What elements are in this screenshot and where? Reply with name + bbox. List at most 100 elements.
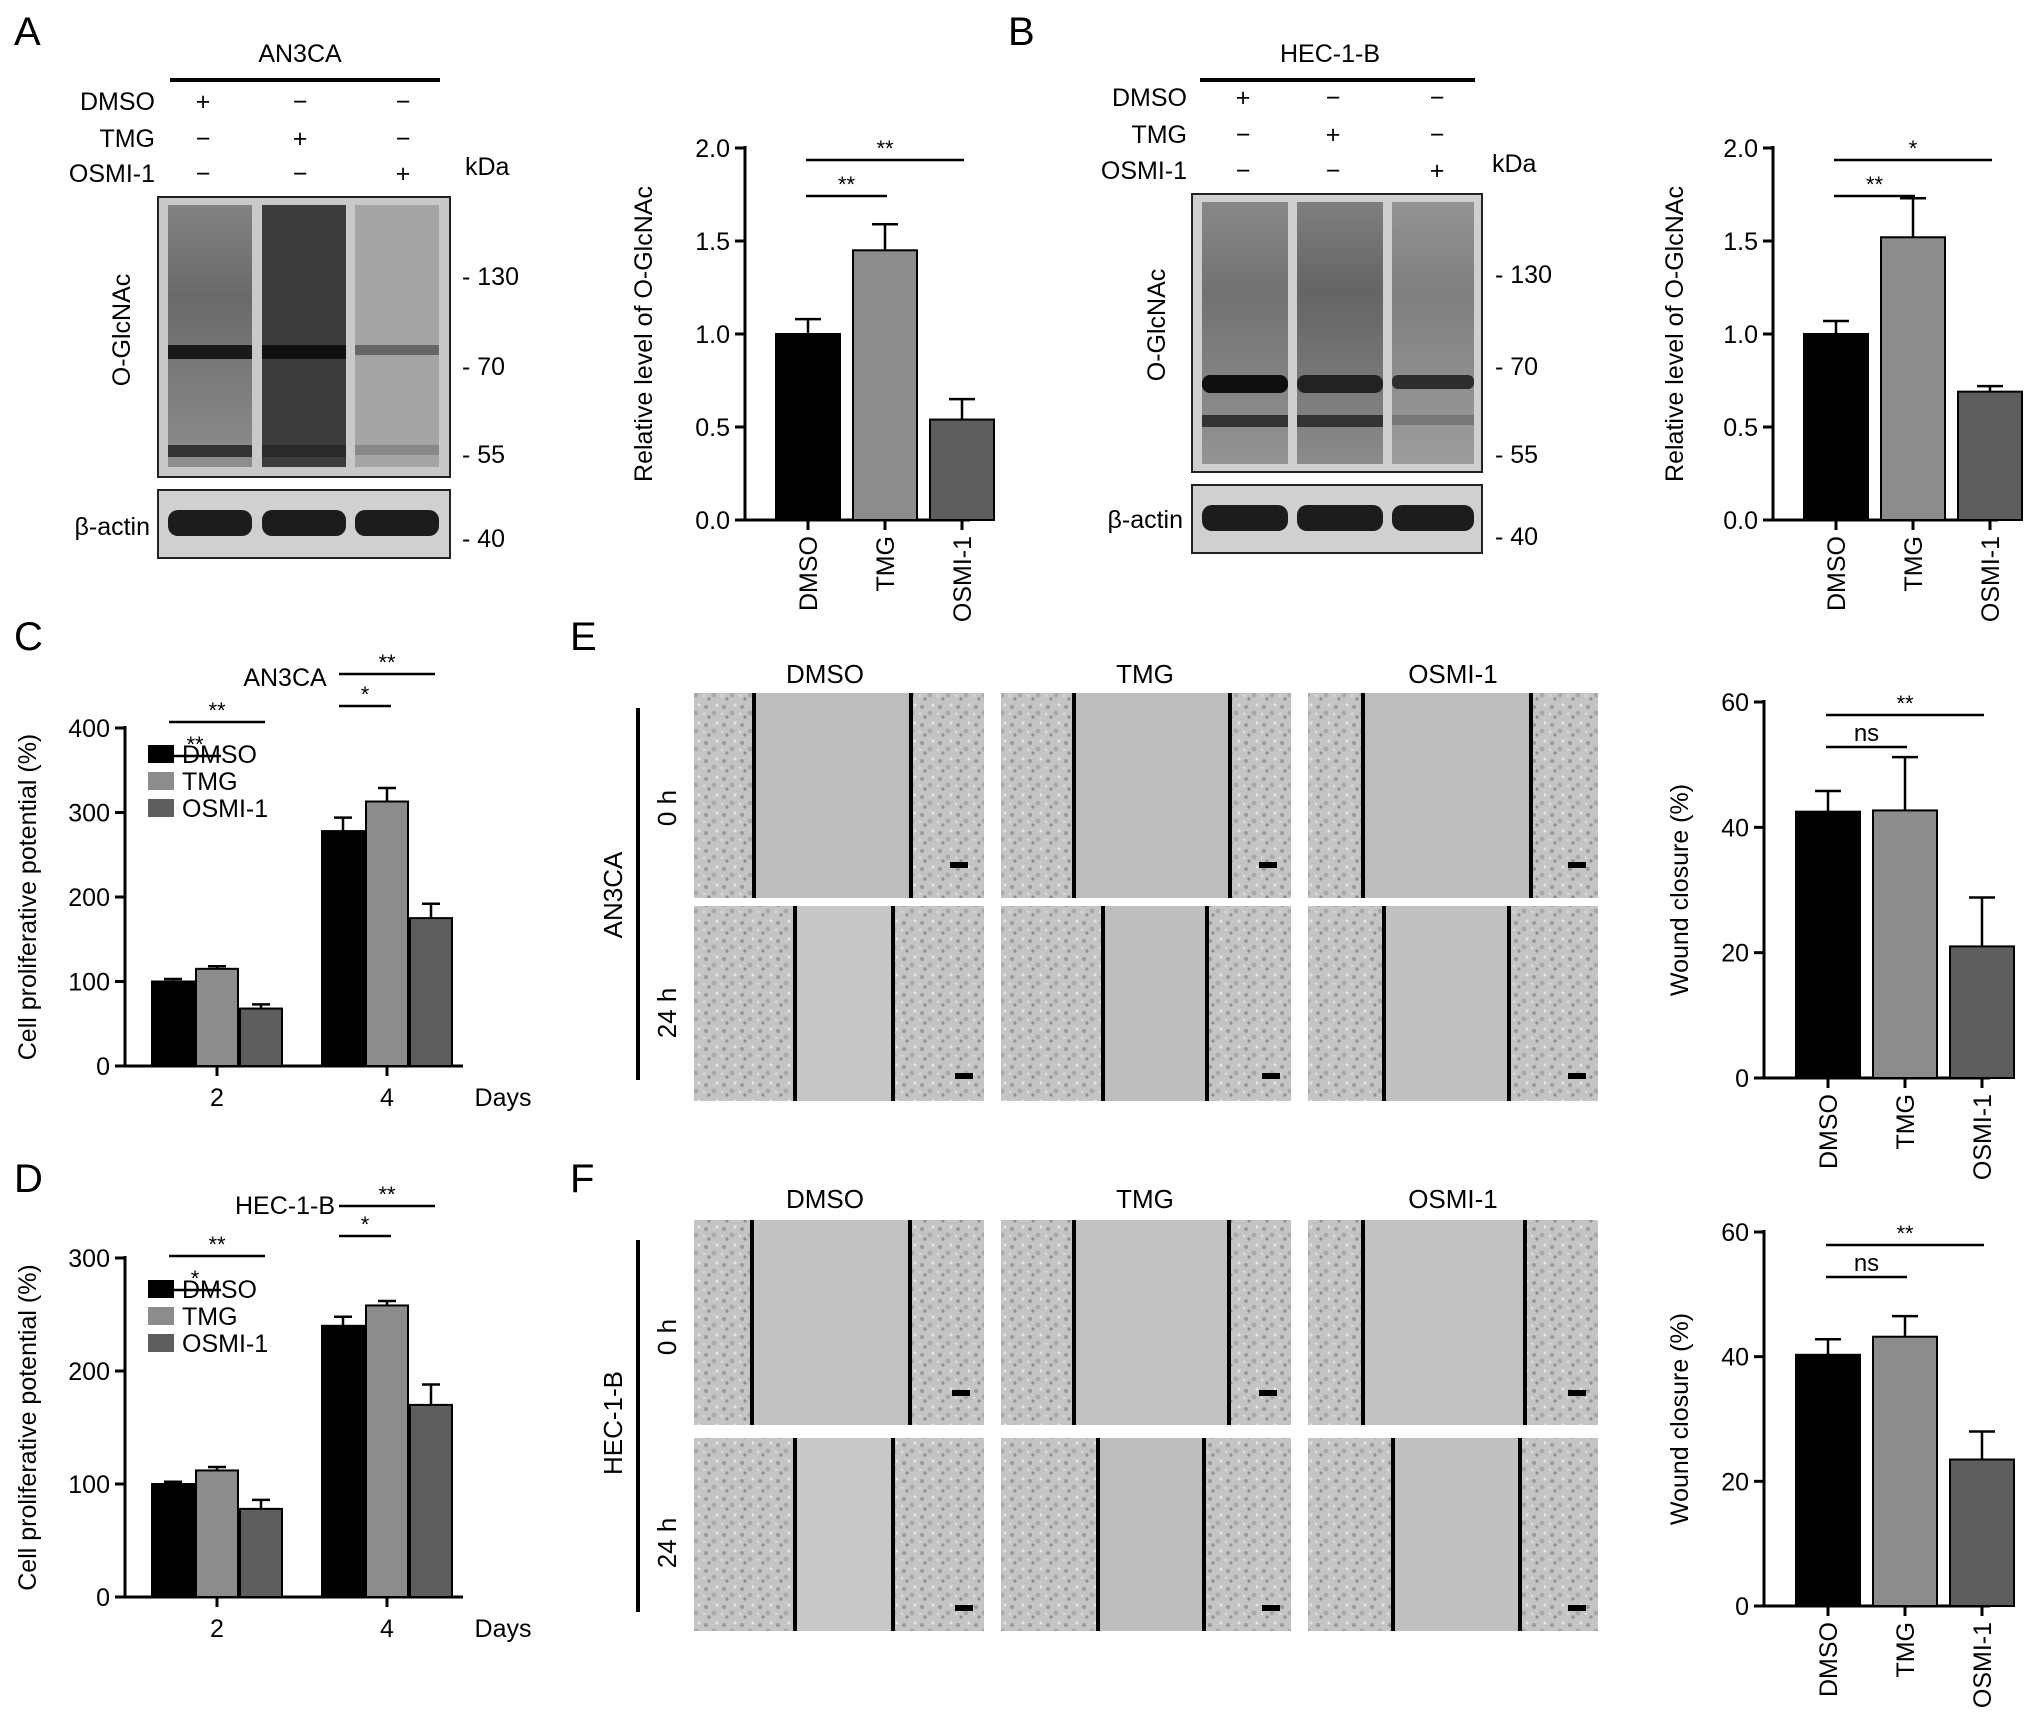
y-tick-label: 20 — [1721, 940, 1749, 968]
x-tick-label: DMSO — [1823, 536, 1851, 611]
y-tick-label: 0.0 — [695, 507, 730, 535]
y-tick-label: 200 — [68, 1358, 110, 1386]
chart-E-bar: 0 20 40 60 Wound closure (%) DMSO TMG OSMI-1 ** n… — [1666, 689, 2015, 1180]
blot-a-marker: - 70 — [462, 353, 505, 381]
significance-label: * — [1909, 136, 1918, 161]
blot-b-cell-line: HEC-1-B — [1280, 40, 1380, 68]
y-tick-label: 100 — [68, 969, 110, 997]
legend-label: TMG — [182, 768, 238, 796]
blot-a-marker: - 40 — [462, 525, 505, 553]
bar — [195, 1469, 239, 1598]
blot-b-mark: − — [1430, 121, 1445, 149]
wound-e-col-label: DMSO — [786, 659, 864, 689]
blot-a-cell-line: AN3CA — [258, 40, 342, 68]
blot-a-mark: − — [293, 160, 308, 188]
x-tick-label: 2 — [210, 1615, 224, 1643]
x-tick-label: TMG — [1892, 1094, 1920, 1150]
significance-label: ** — [378, 1182, 396, 1207]
significance-label: ** — [208, 1232, 226, 1257]
blot-b-marker: - 40 — [1495, 523, 1538, 551]
bar — [1957, 390, 2023, 521]
bar — [852, 249, 918, 522]
blot-b-marker: - 130 — [1495, 261, 1552, 289]
x-tick-label: 4 — [380, 1615, 394, 1643]
bar — [775, 333, 841, 521]
y-tick-label: 0 — [1735, 1593, 1749, 1621]
wound-image — [1308, 1220, 1598, 1425]
wound-image — [1001, 1220, 1291, 1425]
significance-label: ** — [186, 732, 204, 757]
blot-b-ogcnac-label: O-GlcNAc — [1143, 269, 1171, 382]
y-tick-label: 40 — [1721, 1344, 1749, 1372]
blot-b-mark: − — [1430, 84, 1445, 112]
panel-letter-A: A — [14, 10, 41, 54]
y-tick-label: 0.0 — [1723, 507, 1758, 535]
legend-swatch — [148, 772, 174, 790]
legend-label: OSMI-1 — [182, 795, 268, 823]
y-axis-label: Cell proliferative potential (%) — [14, 1264, 42, 1591]
bar — [1949, 1458, 2015, 1608]
significance-label: ** — [876, 136, 894, 161]
y-tick-label: 1.0 — [695, 321, 730, 349]
y-tick-label: 0.5 — [1723, 414, 1758, 442]
legend-swatch — [148, 745, 174, 763]
blot-a-mark: − — [196, 160, 211, 188]
y-tick-label: 200 — [68, 884, 110, 912]
blot-b-mark: − — [1236, 121, 1251, 149]
blot-b-mark: + — [1236, 84, 1251, 112]
bar — [1872, 1335, 1938, 1607]
wound-e-row-label: 24 h — [652, 988, 682, 1039]
y-tick-label: 2.0 — [1723, 135, 1758, 163]
chart-B-bar: 0.0 0.5 1.0 1.5 2.0 Relative level of O-GlcNA… — [1661, 135, 2023, 622]
y-axis-label: Wound closure (%) — [1666, 784, 1694, 996]
chart-C-bar: AN3CA 0 100 200 300 400 Cell proliferative pot… — [14, 650, 531, 1112]
bar — [365, 1304, 409, 1598]
bar — [1949, 945, 2015, 1080]
y-tick-label: 2.0 — [695, 135, 730, 163]
legend-swatch — [148, 1280, 174, 1298]
y-tick-label: 0 — [1735, 1065, 1749, 1093]
significance-label: ** — [1896, 691, 1914, 716]
x-tick-label: OSMI-1 — [949, 536, 977, 622]
y-tick-label: 1.5 — [1723, 228, 1758, 256]
x-tick-label: TMG — [872, 536, 900, 592]
blot-a-actin-label: β-actin — [74, 513, 150, 541]
x-tick-label: OSMI-1 — [1977, 536, 2005, 622]
panel-letter-D: D — [14, 1157, 43, 1201]
y-tick-label: 0 — [96, 1053, 110, 1081]
panel-letter-C: C — [14, 615, 43, 659]
bar — [1795, 810, 1861, 1080]
wound-image — [1308, 1438, 1598, 1631]
blot-a-marker: - 130 — [462, 263, 519, 291]
blot-a-mark: − — [196, 125, 211, 153]
wound-f-col-label: DMSO — [786, 1184, 864, 1214]
blot-b-ogcnac-image — [1191, 193, 1483, 473]
wound-image — [1001, 693, 1291, 898]
blot-b-kda-label: kDa — [1492, 150, 1537, 178]
y-tick-label: 0.5 — [695, 414, 730, 442]
significance-label: * — [361, 1212, 370, 1237]
blot-b-actin-label: β-actin — [1107, 506, 1183, 534]
y-tick-label: 100 — [68, 1471, 110, 1499]
wound-f-row-label: 24 h — [652, 1518, 682, 1569]
wound-image — [1001, 906, 1291, 1101]
blot-b-mark: − — [1326, 157, 1341, 185]
y-axis-label: Relative level of O-GlcNAc — [1661, 186, 1689, 482]
legend-label: TMG — [182, 1303, 238, 1331]
blot-a-condition-dmso: DMSO — [80, 88, 155, 116]
blot-a-condition-tmg: TMG — [99, 125, 155, 153]
wound-image — [694, 1438, 984, 1631]
x-axis-label: Days — [475, 1615, 532, 1643]
x-tick-label: TMG — [1892, 1622, 1920, 1678]
legend-swatch — [148, 1307, 174, 1325]
blot-a-kda-label: kDa — [465, 153, 510, 181]
bar — [1872, 809, 1938, 1079]
significance-label: ** — [1896, 1221, 1914, 1246]
blot-b-condition-dmso: DMSO — [1112, 84, 1187, 112]
legend-swatch — [148, 1334, 174, 1352]
wound-e-cell-line: AN3CA — [598, 851, 628, 938]
chart-title: AN3CA — [243, 664, 327, 692]
y-axis-label: Relative level of O-GlcNAc — [630, 186, 658, 482]
bar — [321, 1324, 365, 1599]
